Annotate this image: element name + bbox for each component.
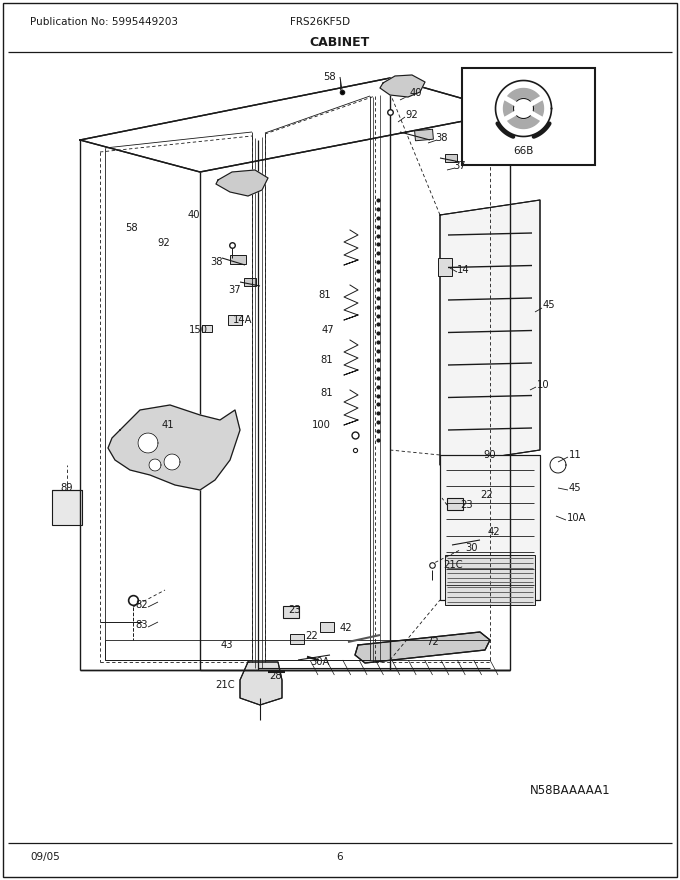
Text: 40: 40 — [188, 210, 201, 220]
Text: 21C: 21C — [443, 560, 462, 570]
Polygon shape — [138, 433, 158, 453]
Text: Publication No: 5995449203: Publication No: 5995449203 — [30, 17, 178, 27]
Text: 14: 14 — [457, 265, 470, 275]
Bar — [445, 555, 535, 605]
Polygon shape — [108, 405, 240, 490]
Bar — [290, 634, 304, 644]
Bar — [320, 622, 334, 632]
Text: 30: 30 — [465, 543, 477, 553]
Bar — [447, 498, 463, 510]
Bar — [202, 325, 212, 332]
Text: 23: 23 — [460, 500, 473, 510]
Bar — [438, 258, 452, 276]
Text: 81: 81 — [320, 388, 333, 398]
Text: 81: 81 — [320, 355, 333, 365]
Text: 92: 92 — [157, 238, 170, 248]
Bar — [228, 315, 242, 325]
Text: 81: 81 — [318, 290, 330, 300]
Text: 37: 37 — [453, 161, 466, 171]
Text: 22: 22 — [305, 631, 318, 641]
Text: 150: 150 — [189, 325, 208, 335]
Text: 14A: 14A — [233, 315, 252, 325]
Bar — [230, 255, 246, 264]
Text: 58: 58 — [125, 223, 138, 233]
Text: 83: 83 — [135, 620, 148, 630]
Text: 92: 92 — [405, 110, 418, 120]
Polygon shape — [164, 454, 180, 470]
Text: 47: 47 — [322, 325, 335, 335]
Text: 82: 82 — [135, 600, 148, 610]
Polygon shape — [240, 662, 282, 705]
Text: 10A: 10A — [567, 513, 586, 523]
Text: 22: 22 — [480, 490, 493, 500]
Text: 37: 37 — [228, 285, 241, 295]
Bar — [283, 606, 299, 618]
Text: N58BAAAAA1: N58BAAAAA1 — [530, 783, 611, 796]
Text: 90: 90 — [483, 450, 496, 460]
Bar — [415, 129, 433, 141]
Text: 42: 42 — [488, 527, 500, 537]
Text: 11: 11 — [569, 450, 582, 460]
Bar — [445, 154, 457, 162]
Text: 6: 6 — [337, 852, 343, 862]
Polygon shape — [216, 170, 268, 196]
Text: 21C: 21C — [216, 680, 235, 690]
Text: 66B: 66B — [513, 146, 534, 156]
Bar — [52, 490, 82, 525]
Text: 41: 41 — [162, 420, 175, 430]
Polygon shape — [503, 89, 543, 128]
Polygon shape — [149, 459, 161, 471]
Text: 23: 23 — [288, 605, 301, 615]
Text: 43: 43 — [220, 640, 233, 650]
Polygon shape — [440, 455, 540, 600]
Polygon shape — [380, 75, 425, 97]
Text: 42: 42 — [340, 623, 353, 633]
Text: 58: 58 — [324, 72, 337, 82]
Text: 38: 38 — [435, 133, 447, 143]
Text: 38: 38 — [210, 257, 222, 267]
Polygon shape — [440, 200, 540, 465]
Text: 30A: 30A — [310, 657, 329, 667]
Text: 10: 10 — [537, 380, 549, 390]
Polygon shape — [513, 99, 534, 119]
Bar — [244, 278, 256, 286]
Text: 100: 100 — [312, 420, 331, 430]
Polygon shape — [355, 632, 490, 663]
Text: FRS26KF5D: FRS26KF5D — [290, 17, 350, 27]
Text: 09/05: 09/05 — [30, 852, 60, 862]
Text: 45: 45 — [569, 483, 581, 493]
Text: 89: 89 — [60, 483, 73, 493]
Text: CABINET: CABINET — [310, 35, 370, 48]
Text: 72: 72 — [426, 637, 439, 647]
Bar — [462, 68, 595, 165]
Text: 45: 45 — [543, 300, 556, 310]
Text: 28: 28 — [270, 671, 282, 681]
Text: 40: 40 — [410, 88, 422, 98]
